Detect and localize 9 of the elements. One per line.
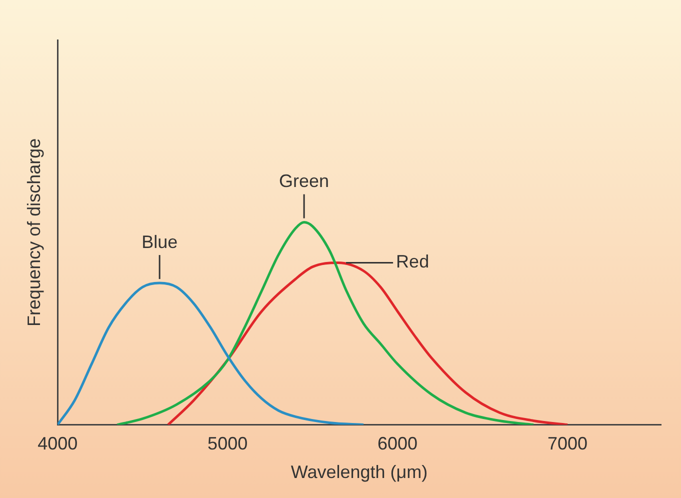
series-label: Red (396, 252, 430, 272)
x-tick-label: 4000 (38, 434, 78, 454)
x-tick-label: 5000 (208, 434, 248, 454)
x-axis-title: Wavelength (μm) (290, 462, 428, 482)
y-axis-title: Frequency of discharge (24, 138, 44, 326)
text: Green (279, 171, 330, 192)
series-label: Blue (142, 232, 178, 252)
x-tick-label: 6000 (378, 434, 418, 454)
x-tick-label: 7000 (547, 434, 588, 454)
